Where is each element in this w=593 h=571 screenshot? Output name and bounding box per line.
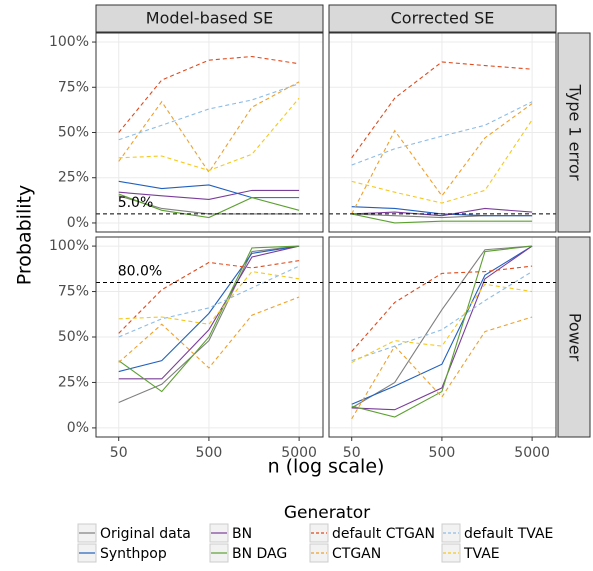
row-strip <box>557 236 591 438</box>
series-line <box>118 55 300 133</box>
series-line <box>118 189 300 200</box>
series-line <box>351 245 533 418</box>
series-line <box>351 265 533 352</box>
y-tick-label: 25% <box>58 374 89 390</box>
legend-label: BN <box>232 526 252 542</box>
panel-border <box>95 236 324 438</box>
panel-border <box>95 32 324 233</box>
y-axis-title: Probability <box>14 185 36 285</box>
legend-item: default TVAE <box>441 523 553 543</box>
reference-label: 80.0% <box>118 263 162 279</box>
y-tick-label: 75% <box>58 284 89 300</box>
series-line <box>118 180 300 199</box>
reference-label: 5.0% <box>118 195 154 211</box>
x-tick-label: 500 <box>196 445 223 461</box>
series-line <box>118 296 300 369</box>
series-line <box>351 316 533 420</box>
series-line <box>351 61 533 159</box>
series-line <box>118 81 300 174</box>
series-line <box>351 271 533 362</box>
series-line <box>351 245 533 411</box>
series-line <box>118 265 300 338</box>
legend-label: Synthpop <box>100 546 167 562</box>
y-tick-label: 50% <box>58 125 89 141</box>
legend-item: Synthpop <box>77 543 167 563</box>
series-line <box>118 245 300 393</box>
y-tick-label: 0% <box>67 215 89 231</box>
y-tick-label: 100% <box>49 238 89 254</box>
series-line <box>118 97 300 172</box>
row-strip-label: Type 1 error <box>566 84 585 181</box>
panel-border <box>328 236 557 438</box>
y-tick-label: 0% <box>67 420 89 436</box>
legend-item: CTGAN <box>309 543 381 563</box>
series-line <box>118 245 300 373</box>
series-line <box>351 207 533 217</box>
series-line <box>118 270 300 325</box>
legend-item: default CTGAN <box>309 523 435 543</box>
series-line <box>351 245 533 409</box>
legend-label: TVAE <box>463 546 500 562</box>
x-tick-label: 50 <box>343 445 361 461</box>
legend-label: default CTGAN <box>332 526 435 542</box>
legend-item: TVAE <box>441 543 500 563</box>
legend-item: Original data <box>77 523 191 543</box>
legend-item: BN <box>209 523 252 543</box>
series-line <box>118 260 300 334</box>
y-tick-label: 50% <box>58 329 89 345</box>
legend-item: BN DAG <box>209 543 287 563</box>
x-axis-title: n (log scale) <box>268 456 385 478</box>
x-tick-label: 500 <box>429 445 456 461</box>
legend-label: BN DAG <box>232 546 287 562</box>
x-tick-label: 50 <box>110 445 128 461</box>
column-strip-label: Corrected SE <box>391 9 495 28</box>
series-line <box>351 101 533 166</box>
legend-label: Original data <box>100 526 191 542</box>
column-strip <box>95 4 324 33</box>
series-line <box>118 193 300 219</box>
series-line <box>351 119 533 204</box>
series-line <box>118 245 300 380</box>
row-strip <box>557 32 591 233</box>
series-line <box>351 245 533 405</box>
column-strip-label: Model-based SE <box>146 9 273 28</box>
legend-title: Generator <box>284 503 370 523</box>
y-tick-label: 25% <box>58 170 89 186</box>
column-strip <box>328 4 557 33</box>
x-tick-label: 5000 <box>514 445 550 461</box>
legend-label: CTGAN <box>332 546 381 562</box>
series-line <box>351 213 533 224</box>
y-tick-label: 75% <box>58 79 89 95</box>
panel-border <box>328 32 557 233</box>
x-tick-label: 5000 <box>281 445 317 461</box>
row-strip-label: Power <box>566 313 585 362</box>
series-line <box>118 83 300 141</box>
y-tick-label: 100% <box>49 34 89 50</box>
series-line <box>118 245 300 403</box>
legend-label: default TVAE <box>464 526 553 542</box>
